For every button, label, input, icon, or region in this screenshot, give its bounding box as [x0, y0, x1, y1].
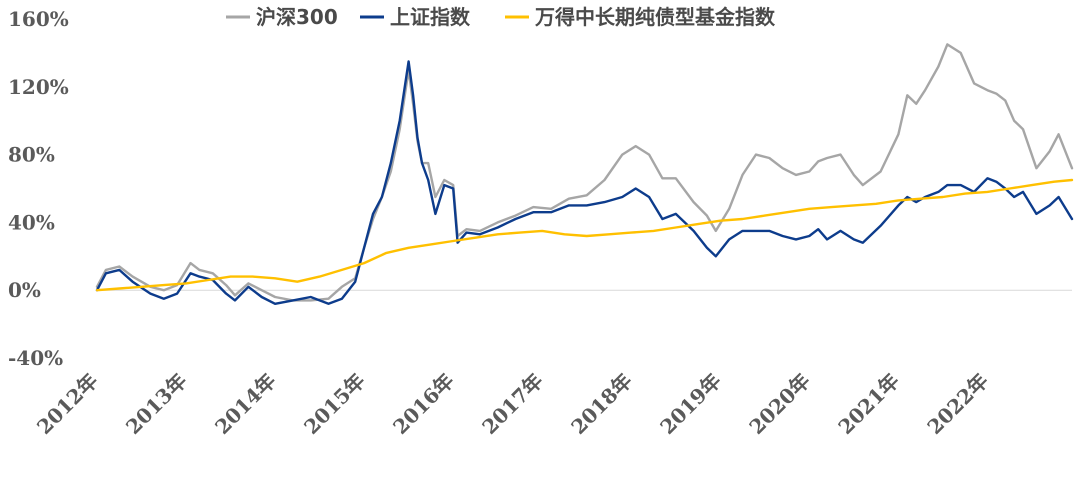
legend-label: 上证指数 [390, 5, 471, 29]
x-tick-label: 2012年 [32, 369, 102, 439]
y-tick-label: 40% [8, 210, 55, 234]
y-tick-label: 80% [8, 143, 55, 167]
series-line-3 [95, 178, 1074, 292]
x-tick-label: 2013年 [121, 369, 191, 439]
x-tick-label: 2014年 [210, 369, 280, 439]
legend-label: 万得中长期纯债型基金指数 [534, 5, 776, 29]
x-tick-label: 2022年 [922, 369, 992, 439]
x-axis: 2012年 2013年 2014年 2015年 2016年 2017年 2018年 2019年… [32, 369, 993, 439]
series-layer [95, 43, 1074, 305]
y-tick-label: 0% [8, 278, 41, 302]
series-line-1 [95, 43, 1074, 302]
legend-item-2: 上证指数 [360, 5, 471, 29]
x-tick-label: 2020年 [744, 369, 814, 439]
y-tick-label: 120% [8, 75, 69, 99]
y-axis: -40% 0% 40% 80% 120% 160% [8, 7, 69, 370]
x-tick-label: 2015年 [299, 369, 369, 439]
series-line-2 [95, 60, 1074, 305]
legend-item-3: 万得中长期纯债型基金指数 [505, 5, 776, 29]
legend: 沪深300 上证指数 万得中长期纯债型基金指数 [226, 5, 776, 29]
legend-label: 沪深300 [256, 5, 338, 29]
x-tick-label: 2016年 [388, 369, 458, 439]
x-tick-label: 2018年 [566, 369, 636, 439]
x-tick-label: 2017年 [477, 369, 547, 439]
x-tick-label: 2019年 [655, 369, 725, 439]
x-tick-label: 2021年 [833, 369, 903, 439]
y-tick-label: 160% [8, 7, 69, 31]
y-tick-label: -40% [8, 346, 63, 370]
legend-item-1: 沪深300 [226, 5, 338, 29]
